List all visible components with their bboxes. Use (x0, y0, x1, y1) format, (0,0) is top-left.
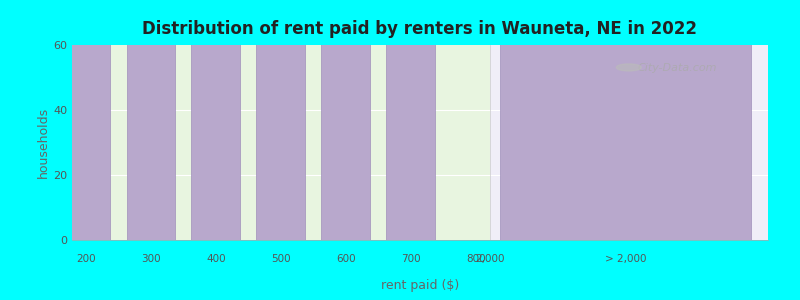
Bar (500, 0, 750, 240)
Text: 800: 800 (466, 254, 486, 264)
Text: > 2,000: > 2,000 (605, 254, 646, 264)
Text: 700: 700 (401, 254, 421, 264)
Text: 200: 200 (76, 254, 96, 264)
Text: rent paid ($): rent paid ($) (381, 279, 459, 292)
Text: 400: 400 (206, 254, 226, 264)
Bar (490, 45, 768, 240)
Bar (191, 0, 240, 240)
Bar (386, 0, 435, 240)
Text: 2,000: 2,000 (475, 254, 504, 264)
Title: Distribution of rent paid by renters in Wauneta, NE in 2022: Distribution of rent paid by renters in … (142, 20, 698, 38)
Bar (257, 0, 305, 240)
Text: 600: 600 (336, 254, 355, 264)
Y-axis label: households: households (38, 107, 50, 178)
Text: City-Data.com: City-Data.com (638, 63, 718, 74)
Bar (322, 0, 370, 240)
Circle shape (616, 64, 642, 71)
Bar (126, 0, 175, 240)
Text: 300: 300 (141, 254, 161, 264)
Text: 500: 500 (271, 254, 290, 264)
Bar (62, 0, 110, 240)
